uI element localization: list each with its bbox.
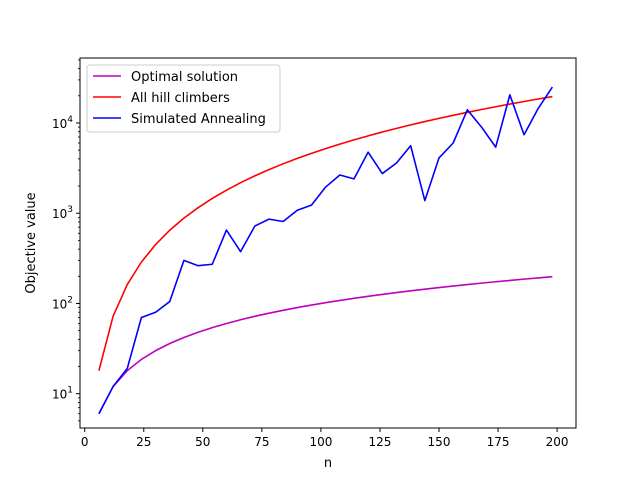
- legend: Optimal solution All hill climbers Simulat…: [86, 64, 281, 133]
- legend-label: All hill climbers: [131, 91, 230, 106]
- x-axis-label: n: [324, 456, 332, 471]
- x-tick-label: 200: [546, 435, 569, 449]
- y-axis: 101 102 103 104: [52, 59, 80, 422]
- y-tick-label: 102: [52, 295, 73, 311]
- series-line-1: [98, 275, 553, 415]
- series-layer: [98, 86, 554, 415]
- x-tick-label: 175: [487, 435, 510, 449]
- y-tick-label: 103: [52, 205, 73, 221]
- x-tick-label: 75: [254, 435, 269, 449]
- x-tick-label: 50: [195, 435, 210, 449]
- y-tick-label: 104: [52, 115, 73, 131]
- x-tick-label: 25: [136, 435, 151, 449]
- legend-label: Optimal solution: [131, 70, 238, 85]
- plot-frame: [79, 57, 577, 429]
- y-axis-label: Objective value: [24, 192, 39, 293]
- series-line-2: [98, 95, 553, 371]
- series-line-3: [98, 86, 554, 415]
- x-tick-label: 125: [369, 435, 392, 449]
- y-tick-label: 101: [52, 386, 73, 402]
- legend-box: [86, 64, 281, 133]
- x-tick-label: 100: [309, 435, 332, 449]
- legend-label: Simulated Annealing: [131, 112, 266, 127]
- x-tick-label: 150: [428, 435, 451, 449]
- x-tick-label: 0: [81, 435, 89, 449]
- x-axis: 0 25 50 75 100 125 150 175 200: [81, 428, 569, 449]
